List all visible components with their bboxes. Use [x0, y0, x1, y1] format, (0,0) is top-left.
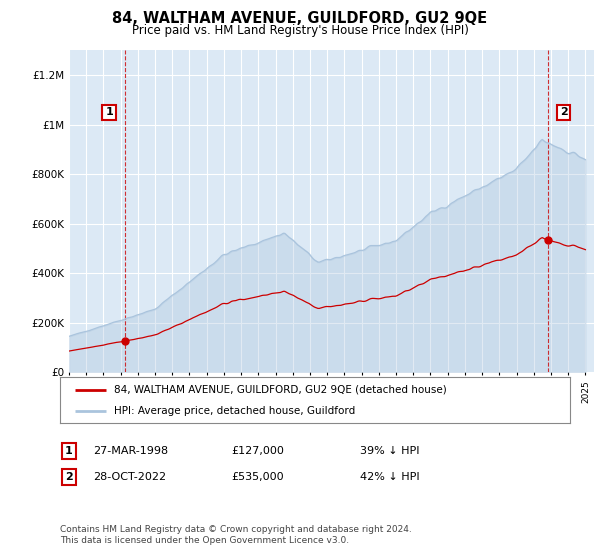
- Text: 42% ↓ HPI: 42% ↓ HPI: [360, 472, 419, 482]
- Text: Contains HM Land Registry data © Crown copyright and database right 2024.
This d: Contains HM Land Registry data © Crown c…: [60, 525, 412, 545]
- Text: HPI: Average price, detached house, Guildford: HPI: Average price, detached house, Guil…: [113, 406, 355, 416]
- Text: 28-OCT-2022: 28-OCT-2022: [93, 472, 166, 482]
- Text: £127,000: £127,000: [231, 446, 284, 456]
- Text: 1: 1: [65, 446, 73, 456]
- Text: 84, WALTHAM AVENUE, GUILDFORD, GU2 9QE: 84, WALTHAM AVENUE, GUILDFORD, GU2 9QE: [112, 11, 488, 26]
- Text: 27-MAR-1998: 27-MAR-1998: [93, 446, 168, 456]
- Text: Price paid vs. HM Land Registry's House Price Index (HPI): Price paid vs. HM Land Registry's House …: [131, 24, 469, 36]
- Text: 39% ↓ HPI: 39% ↓ HPI: [360, 446, 419, 456]
- Text: £535,000: £535,000: [231, 472, 284, 482]
- Text: 84, WALTHAM AVENUE, GUILDFORD, GU2 9QE (detached house): 84, WALTHAM AVENUE, GUILDFORD, GU2 9QE (…: [113, 385, 446, 395]
- Text: 1: 1: [105, 108, 113, 118]
- Text: 2: 2: [560, 108, 568, 118]
- Text: 2: 2: [65, 472, 73, 482]
